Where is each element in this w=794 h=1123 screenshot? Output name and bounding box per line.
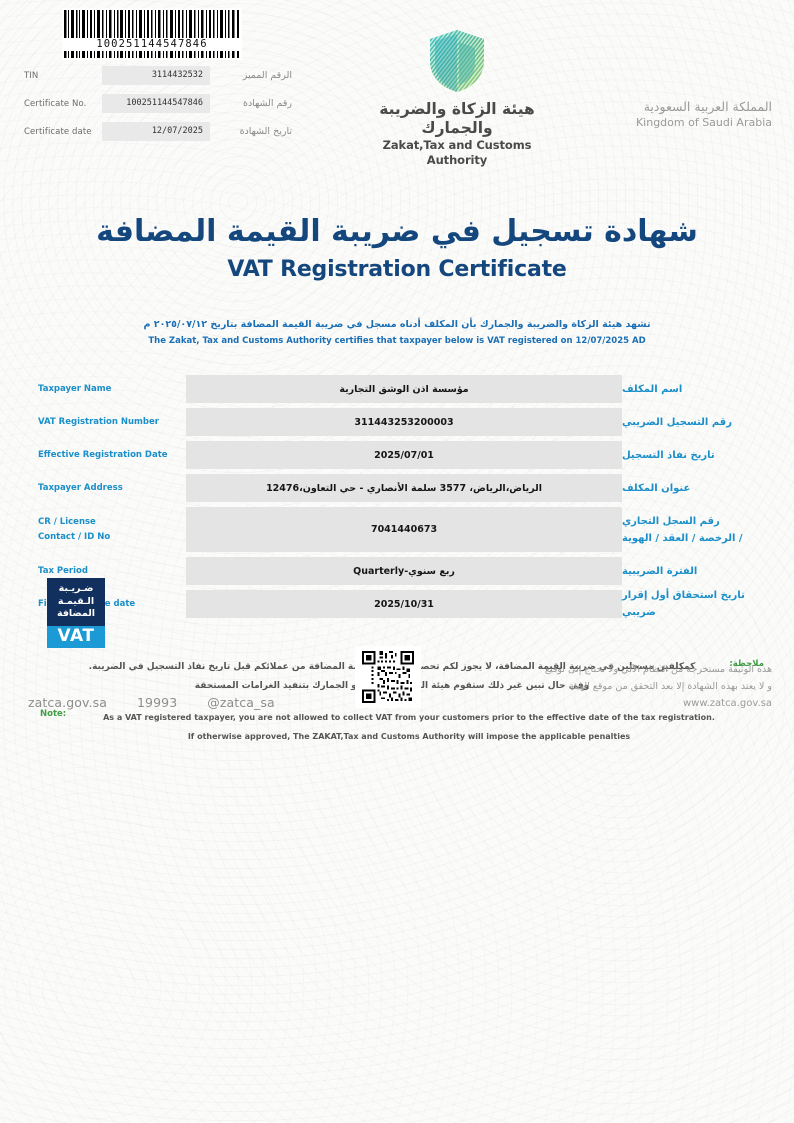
row-label-en-text: Effective Registration Date <box>38 449 168 460</box>
certificate-date-value: 12/07/2025 <box>102 122 210 141</box>
row-label-en: VAT Registration Number <box>36 408 186 436</box>
row-label-en-text: Taxpayer Address <box>38 482 123 493</box>
row-label-ar: رقم السجل التجاري / الرخصة / العقد / اله… <box>622 507 772 552</box>
row-value: ربع سنوي-Quarterly <box>186 557 622 585</box>
tin-value: 3114432532 <box>102 66 210 85</box>
certification-statement: تشهد هيئة الزكاة والضريبة والجمارك بأن ا… <box>0 316 794 349</box>
row-label-en: CR / License Contact / ID No <box>36 507 186 552</box>
vat-logo-word-block: VAT <box>47 625 105 648</box>
row-label-ar: اسم المكلف <box>622 375 772 403</box>
footer-phone: 19993 <box>136 695 178 710</box>
identifier-row-certificate-date: Certificate date 12/07/2025 تاريخ الشهاد… <box>24 122 294 141</box>
table-row: Taxpayer Name مؤسسة اذن الوشق التجارية ا… <box>36 375 772 403</box>
certificate-footer: ضـريـبة الـقيمـة المضافة VAT zatca.gov.s… <box>0 578 794 728</box>
row-label-en-text: Taxpayer Name <box>38 383 112 394</box>
vat-logo: ضـريـبة الـقيمـة المضافة VAT <box>47 578 105 648</box>
qr-code-svg <box>360 649 416 705</box>
row-label-ar-text: تاريخ نفاذ التسجيل <box>622 449 715 461</box>
row-label-en-text: Tax Period <box>38 565 88 576</box>
note-english: Note: As a VAT registered taxpayer, you … <box>40 708 764 746</box>
table-row: Taxpayer Address الرياض،الرياض، 3577 سلم… <box>36 474 772 502</box>
kingdom-name-en: Kingdom of Saudi Arabia <box>635 116 772 129</box>
kingdom-name-ar: المملكة العربية السعودية <box>643 99 772 114</box>
note-label-ar: ملاحظة: <box>729 659 764 669</box>
row-value: الرياض،الرياض، 3577 سلمة الأنصاري - حي ا… <box>186 474 622 502</box>
certificate-no-label-en: Certificate No. <box>24 98 87 109</box>
note-label-en: Note: <box>40 709 67 719</box>
qr-code <box>355 646 421 708</box>
vat-logo-line-1: ضـريـبة <box>58 583 94 594</box>
table-row: Effective Registration Date 2025/07/01 ت… <box>36 441 772 469</box>
row-label-en: Taxpayer Name <box>36 375 186 403</box>
row-label-en: Tax Period <box>36 557 186 585</box>
row-value: 2025/07/01 <box>186 441 622 469</box>
barcode-number-text: 100251144547846 <box>62 38 242 51</box>
footer-disclaimer: هذه الوثيقة مستخرجة من النظام الآلي ولا … <box>472 661 772 712</box>
certificate-date-label-ar: تاريخ الشهادة <box>239 126 292 137</box>
table-row: VAT Registration Number 311443253200003 … <box>36 408 772 436</box>
page-title-en: VAT Registration Certificate <box>227 257 567 282</box>
table-row: CR / License Contact / ID No 7041440673 … <box>36 507 772 552</box>
row-label-ar: عنوان المكلف <box>622 474 772 502</box>
footer-social-handle[interactable]: @zatca_sa <box>207 695 275 710</box>
vat-logo-line-3: المضافة <box>56 608 96 619</box>
row-label-ar-text: اسم المكلف <box>622 383 683 395</box>
row-label-ar: رقم التسجيل الضريبي <box>622 408 772 436</box>
certification-statement-en: The Zakat, Tax and Customs Authority cer… <box>148 336 646 346</box>
row-label-ar-text: رقم السجل التجاري <box>622 515 720 527</box>
footer-website[interactable]: zatca.gov.sa <box>28 695 107 710</box>
vat-logo-word: VAT <box>57 625 95 646</box>
identifier-row-tin: TIN 3114432532 الرقم المميز <box>24 66 294 85</box>
certificate-no-label-ar: رقم الشهادة <box>243 98 292 109</box>
row-value: 2025/10/31 <box>186 590 622 618</box>
row-label-en-text: CR / License <box>38 516 96 527</box>
row-label-ar: الفترة الضريبية <box>622 557 772 585</box>
zatca-logo-block: هيئة الزكاة والضريبة والجمارك Zakat,Tax … <box>352 28 562 168</box>
page-title-ar: شهادة تسجيل في ضريبة القيمة المضافة <box>96 214 698 249</box>
disclaimer-line-2: و لا يعتد بهذه الشهادة إلا بعد التحقق من… <box>569 681 772 692</box>
certification-statement-ar: تشهد هيئة الزكاة والضريبة والجمارك بأن ا… <box>143 319 651 330</box>
barcode: 100251144547846 <box>62 8 242 60</box>
barcode-svg <box>62 8 242 60</box>
row-label-ar-text: تاريخ استحقاق أول إقرار <box>622 590 745 601</box>
row-value: مؤسسة اذن الوشق التجارية <box>186 375 622 403</box>
identifier-table: TIN 3114432532 الرقم المميز Certificate … <box>24 66 294 150</box>
disclaimer-line-1: هذه الوثيقة مستخرجة من النظام الآلي ولا … <box>544 664 772 675</box>
row-label-ar-text: الفترة الضريبية <box>622 565 698 577</box>
tin-label-ar: الرقم المميز <box>242 70 292 81</box>
row-label-en-text-2: Contact / ID No <box>38 531 111 542</box>
row-label-en: Taxpayer Address <box>36 474 186 502</box>
row-label-ar-text: رقم التسجيل الضريبي <box>622 416 732 428</box>
zatca-shield-icon <box>430 30 484 92</box>
note-text-en: As a VAT registered taxpayer, you are no… <box>103 713 715 741</box>
authority-name-en: Zakat,Tax and Customs Authority <box>382 138 532 167</box>
identifier-row-certificate-no: Certificate No. 100251144547846 رقم الشه… <box>24 94 294 113</box>
row-label-ar: تاريخ نفاذ التسجيل <box>622 441 772 469</box>
row-value: 7041440673 <box>186 507 622 552</box>
row-label-ar-text-2: ضريبي <box>622 607 656 618</box>
row-label-en: Effective Registration Date <box>36 441 186 469</box>
authority-name-ar: هيئة الزكاة والضريبة والجمارك <box>379 100 535 137</box>
row-label-ar: تاريخ استحقاق أول إقرار ضريبي <box>622 590 772 618</box>
taxpayer-details-table: Taxpayer Name مؤسسة اذن الوشق التجارية ا… <box>0 375 794 618</box>
vat-logo-line-2: الـقيمـة <box>57 595 95 607</box>
certificate-no-value: 100251144547846 <box>102 94 210 113</box>
kingdom-block: المملكة العربية السعودية Kingdom of Saud… <box>552 98 772 130</box>
row-label-ar-text: عنوان المكلف <box>622 482 691 494</box>
table-row: Tax Period ربع سنوي-Quarterly الفترة الض… <box>36 557 772 585</box>
vat-logo-arabic-block: ضـريـبة الـقيمـة المضافة <box>47 578 105 626</box>
row-label-ar-text-2: / الرخصة / العقد / الهوية <box>622 532 743 544</box>
certificate-title-block: شهادة تسجيل في ضريبة القيمة المضافة VAT … <box>0 212 794 286</box>
certificate-date-label-en: Certificate date <box>24 126 92 137</box>
certificate-header: 100251144547846 TIN 3114432532 الرقم الم… <box>0 0 794 170</box>
footer-contact-row: zatca.gov.sa 19993 @zatca_sa <box>28 695 275 710</box>
tin-label-en: TIN <box>24 70 39 81</box>
row-label-en-text: VAT Registration Number <box>38 416 159 427</box>
disclaimer-url: www.zatca.gov.sa <box>682 698 772 709</box>
row-value: 311443253200003 <box>186 408 622 436</box>
